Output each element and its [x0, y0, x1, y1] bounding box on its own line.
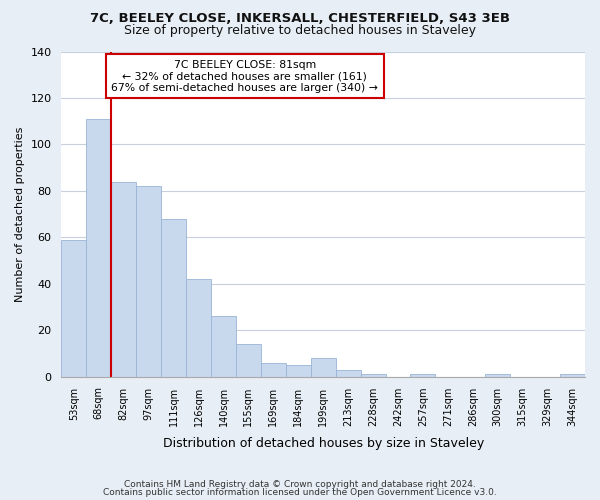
X-axis label: Distribution of detached houses by size in Staveley: Distribution of detached houses by size …: [163, 437, 484, 450]
Bar: [236, 344, 261, 376]
Bar: [61, 240, 86, 376]
Bar: [361, 374, 386, 376]
Bar: [111, 182, 136, 376]
Bar: [485, 374, 510, 376]
Text: Size of property relative to detached houses in Staveley: Size of property relative to detached ho…: [124, 24, 476, 37]
Y-axis label: Number of detached properties: Number of detached properties: [15, 126, 25, 302]
Text: 7C, BEELEY CLOSE, INKERSALL, CHESTERFIELD, S43 3EB: 7C, BEELEY CLOSE, INKERSALL, CHESTERFIEL…: [90, 12, 510, 26]
Bar: [136, 186, 161, 376]
Text: 7C BEELEY CLOSE: 81sqm
← 32% of detached houses are smaller (161)
67% of semi-de: 7C BEELEY CLOSE: 81sqm ← 32% of detached…: [111, 60, 378, 93]
Bar: [86, 119, 111, 376]
Bar: [186, 279, 211, 376]
Bar: [286, 365, 311, 376]
Bar: [335, 370, 361, 376]
Bar: [261, 362, 286, 376]
Bar: [560, 374, 585, 376]
Bar: [211, 316, 236, 376]
Text: Contains HM Land Registry data © Crown copyright and database right 2024.: Contains HM Land Registry data © Crown c…: [124, 480, 476, 489]
Text: Contains public sector information licensed under the Open Government Licence v3: Contains public sector information licen…: [103, 488, 497, 497]
Bar: [311, 358, 335, 376]
Bar: [410, 374, 436, 376]
Bar: [161, 218, 186, 376]
